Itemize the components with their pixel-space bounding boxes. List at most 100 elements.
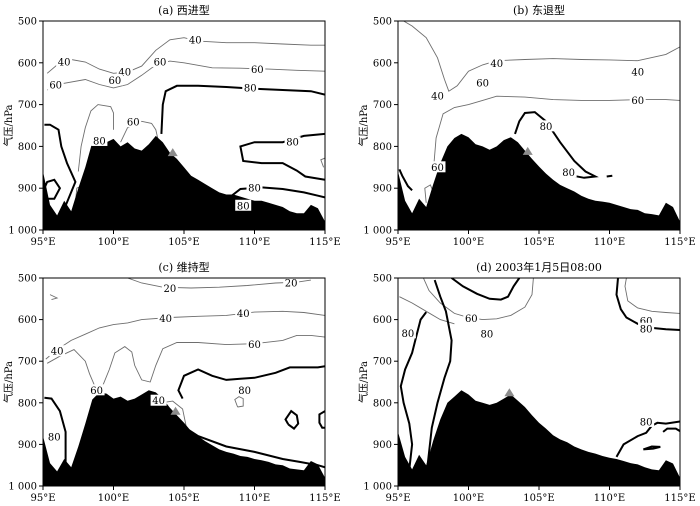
contour-label-bg — [242, 81, 259, 93]
contour-line-60-4 — [46, 334, 325, 391]
y-tick-label: 500 — [18, 17, 37, 28]
contour-label: 80 — [402, 329, 415, 340]
contour-label: 40 — [237, 309, 250, 320]
y-axis-label: 气压/hPa — [357, 361, 370, 403]
contour-label-bg — [560, 166, 577, 178]
contour-line-80-5 — [399, 311, 428, 470]
y-tick-label: 800 — [18, 142, 37, 153]
contour-line-40-0 — [403, 21, 680, 92]
y-tick-label: 800 — [373, 398, 392, 409]
y-tick-label: 1 000 — [363, 482, 392, 493]
contour-label: 60 — [465, 314, 478, 325]
contour-line-80-10 — [234, 396, 244, 408]
x-tick-label: 110°E — [239, 493, 270, 504]
contour-line-80-10 — [320, 157, 325, 168]
station-marker — [504, 388, 515, 397]
x-tick-label: 110°E — [239, 237, 270, 248]
x-tick-label: 95°E — [385, 493, 410, 504]
contour-label: 80 — [93, 136, 106, 147]
y-tick-label: 800 — [373, 142, 392, 153]
terrain-profile — [398, 133, 680, 230]
contour-label-bg — [161, 282, 178, 294]
contour-label-bg — [235, 307, 252, 319]
contour-label-bg — [629, 94, 646, 106]
panel-title: (b) 东退型 — [513, 3, 565, 17]
contour-line-80-8 — [225, 186, 325, 201]
contour-label: 40 — [631, 67, 644, 78]
contour-label: 80 — [286, 138, 299, 149]
contour-line-60-2 — [77, 104, 114, 172]
contour-line-80-9 — [662, 427, 680, 433]
y-tick-label: 700 — [373, 100, 392, 111]
contour-label: 60 — [109, 76, 122, 87]
contour-line-80-4 — [398, 168, 413, 192]
contour-label-bg — [246, 182, 263, 194]
contour-label-bg — [538, 120, 555, 132]
y-tick-label: 600 — [373, 58, 392, 69]
contour-label: 80 — [238, 386, 251, 397]
contour-label: 80 — [640, 324, 653, 335]
x-tick-label: 110°E — [594, 493, 625, 504]
contour-label: 80 — [640, 417, 653, 428]
contour-line-80-6 — [44, 396, 67, 466]
contour-label-bg — [429, 161, 446, 173]
panel-title: (a) 西进型 — [158, 3, 210, 17]
contour-label-bg — [150, 394, 167, 406]
contour-line-80-8 — [642, 445, 661, 451]
contour-label: 80 — [540, 122, 553, 133]
terrain-profile — [43, 135, 325, 230]
contour-line-80-4 — [615, 278, 680, 331]
contour-label-bg — [46, 430, 63, 442]
contour-label: 80 — [480, 330, 493, 341]
y-tick-label: 600 — [18, 58, 37, 69]
contour-label-bg — [638, 322, 655, 334]
y-tick-label: 900 — [373, 440, 392, 451]
contour-label: 40 — [118, 67, 131, 78]
y-tick-label: 700 — [18, 100, 37, 111]
station-marker — [522, 146, 533, 155]
x-tick-label: 105°E — [523, 237, 554, 248]
contour-label-bg — [91, 134, 108, 146]
y-tick-label: 600 — [18, 315, 37, 326]
contour-label: 60 — [640, 316, 653, 327]
contour-label: 80 — [562, 168, 575, 179]
station-marker — [170, 406, 181, 415]
contour-line-40-2 — [45, 310, 325, 360]
y-tick-label: 900 — [18, 440, 37, 451]
contour-label: 40 — [51, 347, 64, 358]
y-axis-label: 气压/hPa — [2, 361, 15, 403]
plot-area: 20 20 40 40 40 40 60 60 80 80 — [43, 278, 325, 486]
contour-label: 60 — [127, 118, 140, 129]
contour-line-40-0 — [46, 37, 325, 74]
y-axis-label: 气压/hPa — [2, 104, 15, 146]
y-tick-label: 1 000 — [8, 226, 37, 237]
contour-label: 60 — [476, 78, 489, 89]
y-tick-label: 700 — [18, 357, 37, 368]
contour-label-bg — [157, 312, 174, 324]
terrain-profile — [398, 390, 680, 486]
contour-label: 80 — [237, 201, 250, 212]
x-tick-label: 115°E — [309, 493, 340, 504]
contour-line-80-6 — [426, 279, 453, 466]
contour-line-80-8 — [318, 410, 325, 429]
x-tick-label: 105°E — [168, 493, 199, 504]
panel-title: (c) 维持型 — [158, 260, 209, 274]
contour-label: 80 — [48, 432, 61, 443]
y-tick-label: 800 — [18, 398, 37, 409]
contour-label: 80 — [244, 83, 257, 94]
y-tick-label: 1 000 — [8, 482, 37, 493]
y-tick-label: 600 — [373, 315, 392, 326]
x-tick-label: 115°E — [664, 493, 695, 504]
x-tick-label: 100°E — [453, 237, 484, 248]
y-tick-label: 700 — [373, 357, 392, 368]
contour-label-bg — [236, 384, 253, 396]
contour-label: 40 — [159, 314, 172, 325]
contour-line-80-7 — [615, 420, 680, 458]
x-tick-label: 100°E — [98, 493, 129, 504]
contour-label-bg — [49, 345, 66, 357]
x-tick-label: 115°E — [309, 237, 340, 248]
